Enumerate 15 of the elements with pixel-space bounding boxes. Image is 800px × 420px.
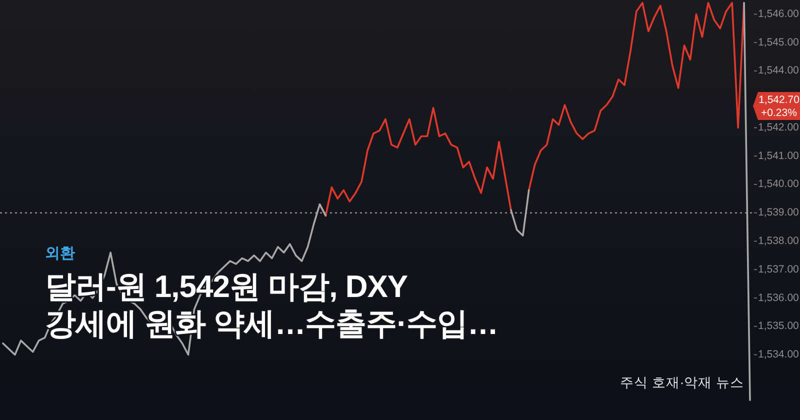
text: 1,542.70 +0.23% [758,94,800,119]
y-tick-label: 1,534.00 [758,348,800,361]
y-tick-label: 1,546.00 [758,8,800,20]
y-tick-label: 1,540.00 [758,178,800,190]
y-tick-label: 1,545.00 [758,36,800,48]
y-tick-label: 1,544.00 [758,64,800,77]
y-tick-label: 1,538.00 [758,234,800,247]
y-tick-label: 1,536.00 [758,292,800,304]
text: 외환 [45,245,75,262]
y-tick-label: 1,542.00 [758,121,800,134]
y-tick-label: 1,537.00 [758,263,800,276]
y-tick-label: 1,539.00 [758,206,800,219]
annotation: 주식 호재·악재 뉴스 [620,375,744,390]
y-tick-label: 1,541.00 [758,150,800,162]
y-tick-label: 1,535.00 [758,320,800,332]
